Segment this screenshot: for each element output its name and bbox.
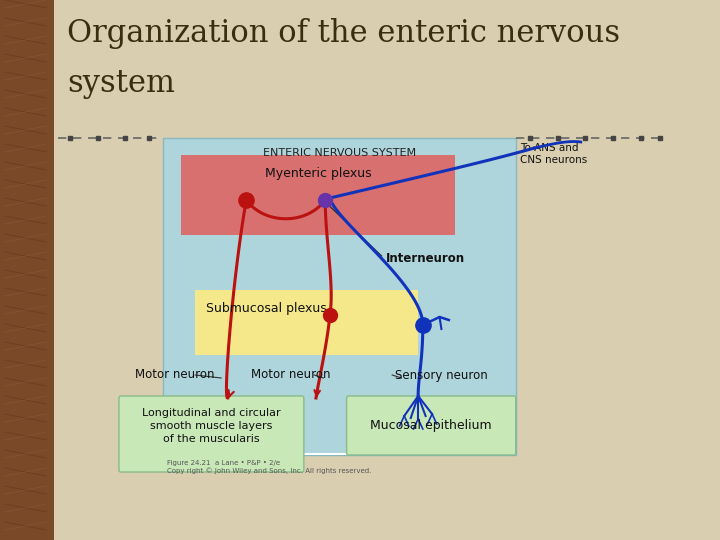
Bar <box>163 138 516 455</box>
Bar <box>163 453 516 455</box>
Text: Motor neuron: Motor neuron <box>251 368 330 381</box>
Text: Interneuron: Interneuron <box>386 252 465 265</box>
Text: Myenteric plexus: Myenteric plexus <box>265 167 372 180</box>
Text: To ANS and
CNS neurons: To ANS and CNS neurons <box>521 143 588 165</box>
Text: Motor neuron: Motor neuron <box>135 368 215 381</box>
Text: ENTERIC NERVOUS SYSTEM: ENTERIC NERVOUS SYSTEM <box>263 148 415 158</box>
FancyBboxPatch shape <box>346 396 516 455</box>
Text: Mucosal epithelium: Mucosal epithelium <box>370 419 492 432</box>
Text: Submucosal plexus: Submucosal plexus <box>207 302 327 315</box>
Bar <box>181 155 455 235</box>
Text: Sensory neuron: Sensory neuron <box>395 368 487 381</box>
Text: Longitudinal and circular
smooth muscle layers
of the muscularis: Longitudinal and circular smooth muscle … <box>142 408 281 444</box>
Bar <box>0 0 54 540</box>
Bar <box>195 290 418 355</box>
FancyBboxPatch shape <box>119 396 304 472</box>
Text: Organization of the enteric nervous: Organization of the enteric nervous <box>67 18 620 49</box>
Text: system: system <box>67 68 175 99</box>
Text: Figure 24.21  a Lane • P&P • 2/e
Copy right © John Wiley and Sons, Inc. All righ: Figure 24.21 a Lane • P&P • 2/e Copy rig… <box>167 460 372 474</box>
